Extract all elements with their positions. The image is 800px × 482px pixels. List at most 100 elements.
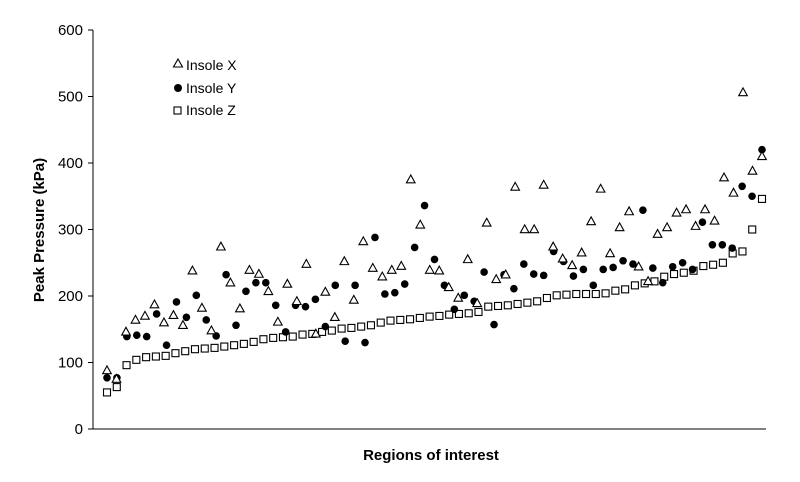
point-triangle bbox=[623, 205, 635, 216]
point-circle bbox=[708, 240, 717, 249]
point-triangle bbox=[320, 286, 331, 296]
y-tick-label: 100 bbox=[58, 355, 83, 372]
point-circle bbox=[490, 320, 498, 329]
point-square bbox=[435, 311, 444, 321]
point-triangle bbox=[576, 247, 587, 257]
point-square bbox=[513, 299, 522, 309]
point-circle bbox=[430, 255, 439, 264]
point-square bbox=[239, 339, 248, 348]
point-circle bbox=[242, 287, 250, 296]
point-square bbox=[591, 289, 600, 299]
point-square bbox=[357, 322, 366, 331]
point-square bbox=[259, 335, 268, 344]
point-triangle bbox=[120, 326, 132, 336]
point-triangle bbox=[111, 373, 122, 383]
legend-marker-circle bbox=[174, 84, 182, 92]
point-square bbox=[425, 312, 434, 321]
point-triangle bbox=[396, 260, 407, 270]
point-circle bbox=[281, 328, 290, 336]
point-circle bbox=[261, 278, 270, 287]
point-circle bbox=[658, 278, 667, 287]
point-triangle bbox=[633, 261, 644, 271]
point-square bbox=[523, 298, 532, 307]
point-circle bbox=[400, 280, 409, 288]
point-square bbox=[718, 258, 727, 267]
point-triangle bbox=[709, 215, 720, 225]
point-square bbox=[112, 383, 121, 392]
point-square bbox=[151, 352, 160, 361]
point-triangle bbox=[538, 179, 549, 189]
point-triangle bbox=[595, 183, 606, 193]
point-triangle bbox=[680, 203, 692, 214]
series-insole-x bbox=[101, 86, 768, 383]
point-circle bbox=[728, 244, 737, 252]
point-square bbox=[445, 310, 454, 319]
point-square bbox=[572, 289, 581, 299]
point-square bbox=[699, 262, 708, 271]
point-triangle bbox=[168, 309, 179, 320]
point-circle bbox=[668, 262, 677, 271]
point-triangle bbox=[509, 181, 521, 191]
legend-label-insole-x: Insole X bbox=[186, 57, 237, 73]
point-circle bbox=[688, 265, 697, 274]
point-triangle bbox=[130, 314, 141, 324]
point-triangle bbox=[206, 324, 217, 335]
point-square bbox=[533, 297, 542, 306]
legend-item-insole-z: Insole Z bbox=[173, 102, 236, 118]
point-square bbox=[464, 309, 473, 318]
point-triangle bbox=[453, 292, 464, 302]
point-circle bbox=[152, 310, 161, 318]
point-circle bbox=[450, 305, 459, 314]
point-circle bbox=[510, 284, 518, 293]
point-triangle bbox=[282, 278, 293, 288]
point-triangle bbox=[500, 268, 511, 279]
point-triangle bbox=[547, 241, 559, 251]
point-circle bbox=[162, 341, 171, 350]
legend-marker-square bbox=[173, 106, 182, 115]
point-triangle bbox=[671, 207, 682, 217]
point-circle bbox=[410, 243, 419, 252]
point-triangle bbox=[443, 281, 454, 292]
point-circle bbox=[738, 182, 746, 191]
point-circle bbox=[460, 291, 469, 300]
point-triangle bbox=[348, 294, 360, 304]
point-circle bbox=[480, 268, 488, 276]
point-circle bbox=[301, 302, 310, 311]
point-square bbox=[210, 343, 219, 352]
point-triangle bbox=[272, 316, 284, 326]
y-tick-label: 400 bbox=[58, 155, 83, 172]
x-axis-title: Regions of interest bbox=[363, 447, 499, 464]
point-triangle bbox=[756, 150, 768, 161]
point-triangle bbox=[585, 215, 597, 226]
point-circle bbox=[321, 322, 330, 331]
point-triangle bbox=[310, 328, 322, 338]
y-tick-label: 600 bbox=[58, 22, 83, 39]
point-triangle bbox=[652, 228, 663, 238]
legend-item-insole-x: Insole X bbox=[172, 57, 237, 73]
point-triangle bbox=[481, 217, 492, 227]
point-triangle bbox=[519, 223, 530, 234]
point-circle bbox=[698, 218, 707, 226]
point-triangle bbox=[528, 223, 540, 234]
point-circle bbox=[391, 288, 399, 297]
point-square bbox=[709, 260, 718, 269]
point-circle bbox=[351, 281, 359, 290]
point-triangle bbox=[557, 253, 568, 263]
point-triangle bbox=[367, 262, 379, 272]
point-circle bbox=[599, 265, 608, 274]
point-triangle bbox=[101, 364, 113, 375]
point-square bbox=[738, 247, 747, 256]
point-triangle bbox=[661, 221, 673, 232]
point-circle bbox=[381, 290, 389, 298]
point-square bbox=[230, 341, 239, 350]
point-circle bbox=[182, 313, 191, 322]
point-square bbox=[581, 289, 591, 299]
point-triangle bbox=[566, 259, 578, 270]
point-triangle bbox=[149, 298, 160, 309]
series-insole-z bbox=[102, 194, 767, 397]
point-circle bbox=[331, 281, 340, 290]
point-square bbox=[142, 353, 151, 362]
point-triangle bbox=[291, 295, 303, 306]
point-square bbox=[601, 289, 610, 298]
point-square bbox=[493, 301, 503, 311]
